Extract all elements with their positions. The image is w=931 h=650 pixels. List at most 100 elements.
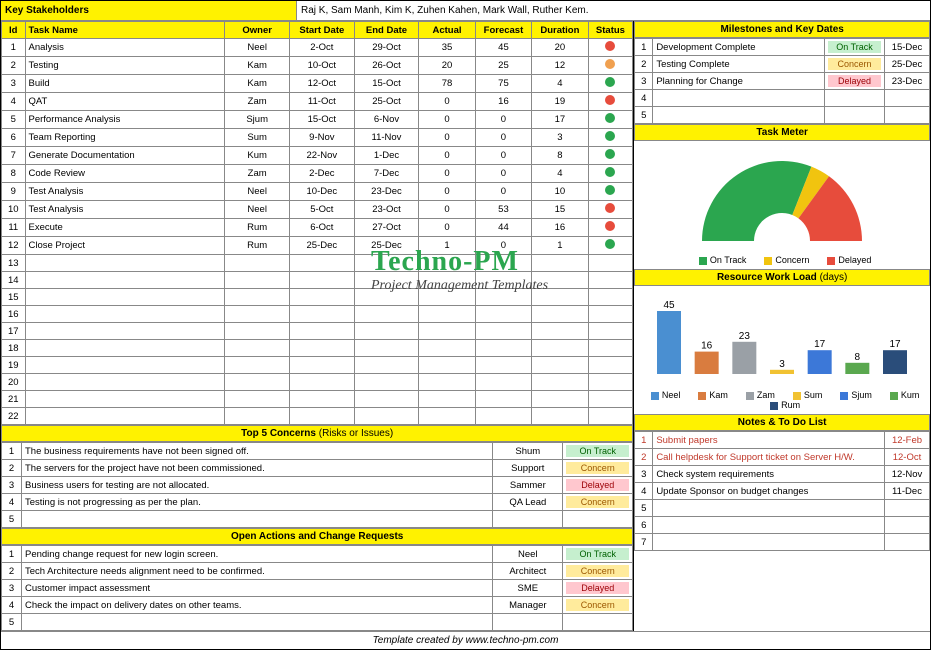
- table-row[interactable]: 1Development CompleteOn Track15-Dec: [635, 39, 930, 56]
- table-row[interactable]: 4Update Sponsor on budget changes11-Dec: [635, 483, 930, 500]
- notes-title: Notes & To Do List: [634, 414, 930, 431]
- table-row[interactable]: 2Call helpdesk for Support ticket on Ser…: [635, 449, 930, 466]
- stakeholders-row: Key Stakeholders Raj K, Sam Manh, Kim K,…: [1, 1, 930, 21]
- svg-text:3: 3: [779, 359, 785, 370]
- svg-text:17: 17: [814, 339, 826, 350]
- bar: [808, 350, 832, 374]
- table-row[interactable]: 3Check system requirements12-Nov: [635, 466, 930, 483]
- table-row[interactable]: 21: [2, 391, 633, 408]
- table-row[interactable]: 4: [635, 90, 930, 107]
- concerns-title: Top 5 Concerns (Risks or Issues): [1, 425, 633, 442]
- tasks-table[interactable]: IdTask NameOwnerStart DateEnd DateActual…: [1, 21, 633, 425]
- task-meter-title: Task Meter: [634, 124, 930, 141]
- bar: [695, 352, 719, 374]
- status-dot-icon: [605, 149, 615, 159]
- tasks-header: Id: [2, 22, 26, 39]
- table-row[interactable]: 18: [2, 340, 633, 357]
- table-row[interactable]: 5: [635, 107, 930, 124]
- table-row[interactable]: 5: [635, 500, 930, 517]
- table-row[interactable]: 2The servers for the project have not be…: [2, 460, 633, 477]
- table-row[interactable]: 2Testing CompleteConcern25-Dec: [635, 56, 930, 73]
- table-row[interactable]: 1Pending change request for new login sc…: [2, 546, 633, 563]
- table-row[interactable]: 6: [635, 517, 930, 534]
- table-row[interactable]: 3Customer impact assessmentSMEDelayed: [2, 580, 633, 597]
- svg-text:17: 17: [890, 339, 902, 350]
- table-row[interactable]: 19: [2, 357, 633, 374]
- svg-text:45: 45: [664, 300, 676, 311]
- table-row[interactable]: 8Code ReviewZam2-Dec7-Dec004: [2, 165, 633, 183]
- bar: [732, 342, 756, 374]
- table-row[interactable]: 3Planning for ChangeDelayed23-Dec: [635, 73, 930, 90]
- status-dot-icon: [605, 41, 615, 51]
- table-row[interactable]: 4QATZam11-Oct25-Oct01619: [2, 93, 633, 111]
- status-dot-icon: [605, 221, 615, 231]
- open-actions-title: Open Actions and Change Requests: [1, 528, 633, 545]
- svg-text:23: 23: [739, 331, 751, 342]
- tasks-header: Forecast: [475, 22, 531, 39]
- table-row[interactable]: 1AnalysisNeel2-Oct29-Oct354520: [2, 39, 633, 57]
- table-row[interactable]: 5Performance AnalysisSjum15-Oct6-Nov0017: [2, 111, 633, 129]
- table-row[interactable]: 7: [635, 534, 930, 551]
- table-row[interactable]: 3Business users for testing are not allo…: [2, 477, 633, 494]
- tasks-header: Start Date: [290, 22, 355, 39]
- tasks-header: Actual: [419, 22, 475, 39]
- open-actions-table[interactable]: 1Pending change request for new login sc…: [1, 545, 633, 631]
- table-row[interactable]: 13: [2, 255, 633, 272]
- bar: [845, 363, 869, 374]
- table-row[interactable]: 5: [2, 511, 633, 528]
- footer-text: Template created by www.techno-pm.com: [1, 631, 930, 649]
- table-row[interactable]: 4Testing is not progressing as per the p…: [2, 494, 633, 511]
- workload-legend: NeelKamZamSumSjumKumRum: [634, 386, 930, 414]
- table-row[interactable]: 1The business requirements have not been…: [2, 443, 633, 460]
- tasks-header: Status: [588, 22, 633, 39]
- table-row[interactable]: 4Check the impact on delivery dates on o…: [2, 597, 633, 614]
- table-row[interactable]: 2TestingKam10-Oct26-Oct202512: [2, 57, 633, 75]
- table-row[interactable]: 9Test AnalysisNeel10-Dec23-Dec0010: [2, 183, 633, 201]
- table-row[interactable]: 11ExecuteRum6-Oct27-Oct04416: [2, 219, 633, 237]
- table-row[interactable]: 3BuildKam12-Oct15-Oct78754: [2, 75, 633, 93]
- bar: [770, 370, 794, 374]
- workload-title: Resource Work Load (days): [634, 269, 930, 286]
- dashboard: Key Stakeholders Raj K, Sam Manh, Kim K,…: [0, 0, 931, 650]
- status-dot-icon: [605, 95, 615, 105]
- table-row[interactable]: 12Close ProjectRum25-Dec25-Dec101: [2, 237, 633, 255]
- workload-chart: 45 16 23 3 17 8 17: [634, 286, 930, 386]
- table-row[interactable]: 1Submit papers12-Feb: [635, 432, 930, 449]
- svg-text:16: 16: [701, 341, 713, 352]
- table-row[interactable]: 6Team ReportingSum9-Nov11-Nov003: [2, 129, 633, 147]
- table-row[interactable]: 7Generate DocumentationKum22-Nov1-Dec008: [2, 147, 633, 165]
- status-dot-icon: [605, 167, 615, 177]
- table-row[interactable]: 22: [2, 408, 633, 425]
- status-dot-icon: [605, 239, 615, 249]
- bar: [657, 311, 681, 374]
- status-dot-icon: [605, 59, 615, 69]
- bar: [883, 350, 907, 374]
- milestones-title: Milestones and Key Dates: [634, 21, 930, 38]
- status-dot-icon: [605, 113, 615, 123]
- tasks-header: End Date: [354, 22, 419, 39]
- milestones-table[interactable]: 1Development CompleteOn Track15-Dec2Test…: [634, 38, 930, 124]
- svg-text:8: 8: [855, 352, 861, 363]
- notes-table[interactable]: 1Submit papers12-Feb2Call helpdesk for S…: [634, 431, 930, 551]
- stakeholders-label: Key Stakeholders: [1, 1, 297, 20]
- table-row[interactable]: 14: [2, 272, 633, 289]
- tasks-header: Duration: [532, 22, 588, 39]
- table-row[interactable]: 10Test AnalysisNeel5-Oct23-Oct05315: [2, 201, 633, 219]
- gauge-slice: [702, 161, 811, 241]
- table-row[interactable]: 15: [2, 289, 633, 306]
- status-dot-icon: [605, 77, 615, 87]
- stakeholders-names[interactable]: Raj K, Sam Manh, Kim K, Zuhen Kahen, Mar…: [297, 1, 930, 20]
- task-meter-legend: On TrackConcernDelayed: [634, 251, 930, 269]
- concerns-table[interactable]: 1The business requirements have not been…: [1, 442, 633, 528]
- task-meter-gauge: [634, 141, 930, 251]
- status-dot-icon: [605, 185, 615, 195]
- tasks-header: Owner: [225, 22, 290, 39]
- table-row[interactable]: 17: [2, 323, 633, 340]
- table-row[interactable]: 2Tech Architecture needs alignment need …: [2, 563, 633, 580]
- table-row[interactable]: 16: [2, 306, 633, 323]
- tasks-header: Task Name: [25, 22, 225, 39]
- table-row[interactable]: 5: [2, 614, 633, 631]
- status-dot-icon: [605, 131, 615, 141]
- table-row[interactable]: 20: [2, 374, 633, 391]
- status-dot-icon: [605, 203, 615, 213]
